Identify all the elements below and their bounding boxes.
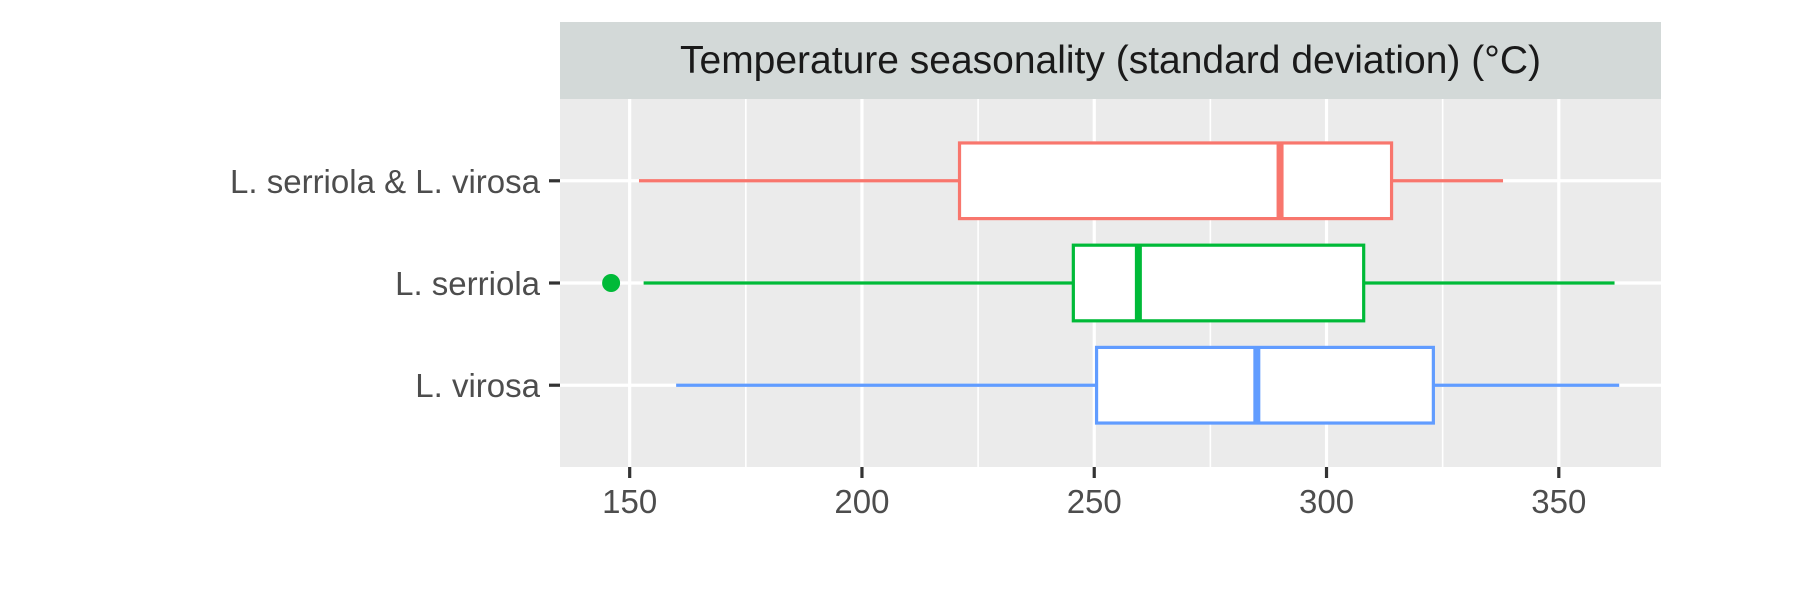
- x-tick-label: 250: [1067, 483, 1122, 520]
- x-tick-label: 350: [1531, 483, 1586, 520]
- box-iqr: [957, 141, 1394, 221]
- box-layer: [602, 141, 1620, 425]
- x-tick-label: 150: [602, 483, 657, 520]
- axis-layer: L. serriola & L. virosa L. serriola L. vir…: [230, 163, 1586, 520]
- x-tick-label: 300: [1299, 483, 1354, 520]
- y-tick-label: L. serriola: [395, 265, 541, 302]
- strip-background: [560, 22, 1661, 99]
- box-group: [638, 141, 1504, 221]
- box-group: [676, 345, 1620, 425]
- x-tick-label: 200: [834, 483, 889, 520]
- box-group: [602, 243, 1615, 323]
- y-tick-label: L. serriola & L. virosa: [230, 163, 541, 200]
- chart-title: Temperature seasonality (standard deviat…: [680, 39, 1541, 82]
- outlier-point: [602, 274, 621, 292]
- box-iqr: [1094, 345, 1435, 425]
- box-iqr: [1071, 243, 1366, 323]
- y-tick-label: L. virosa: [415, 367, 540, 404]
